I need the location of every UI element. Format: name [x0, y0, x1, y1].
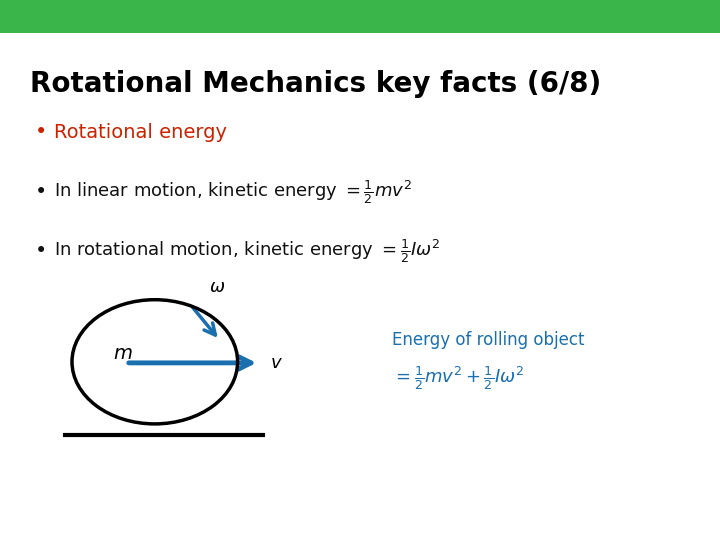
Bar [0, 0, 720, 33]
Text: •: • [35, 241, 47, 261]
Text: Rotational Mechanics key facts (6/8): Rotational Mechanics key facts (6/8) [30, 70, 601, 98]
Text: $= \frac{1}{2}mv^2 + \frac{1}{2}I\omega^2$: $= \frac{1}{2}mv^2 + \frac{1}{2}I\omega^… [392, 364, 525, 392]
Text: In rotational motion, kinetic energy $= \frac{1}{2}I\omega^2$: In rotational motion, kinetic energy $= … [54, 237, 441, 265]
Text: •: • [35, 122, 47, 143]
Text: In linear motion, kinetic energy $= \frac{1}{2}mv^2$: In linear motion, kinetic energy $= \fra… [54, 178, 412, 206]
Text: $m$: $m$ [112, 344, 132, 363]
Text: Rotational energy: Rotational energy [54, 123, 227, 142]
Text: $\omega$: $\omega$ [209, 278, 225, 296]
Text: Energy of rolling object: Energy of rolling object [392, 331, 585, 349]
Text: $v$: $v$ [270, 354, 283, 372]
Text: •: • [35, 181, 47, 202]
